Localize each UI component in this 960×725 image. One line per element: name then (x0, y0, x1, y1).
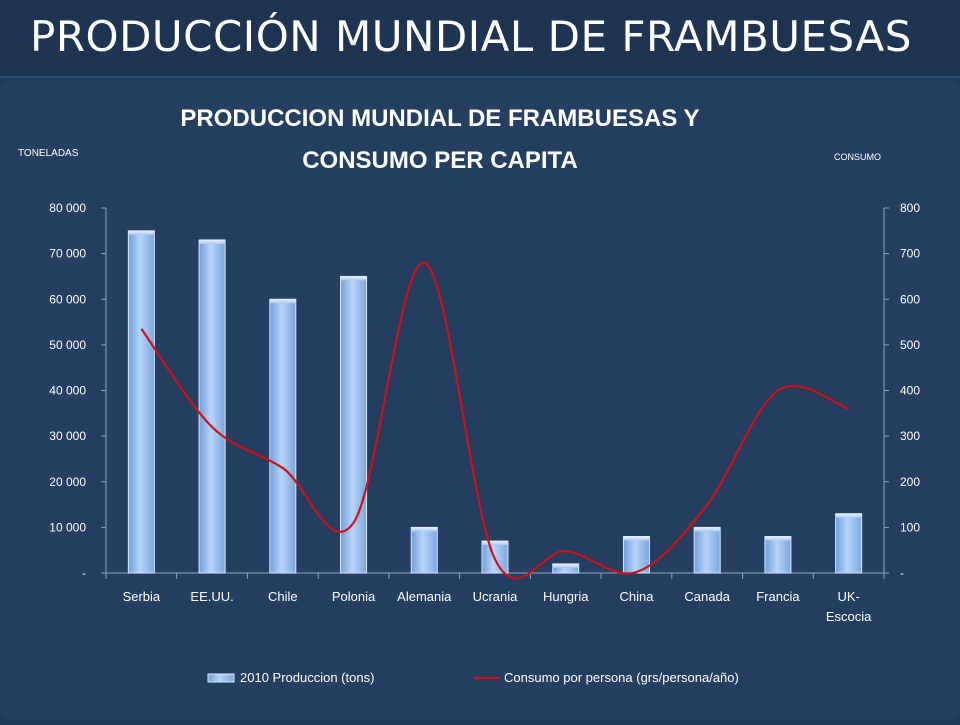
bar (341, 276, 367, 573)
chart-title-line-1: PRODUCCION MUNDIAL DE FRAMBUESAS Y (180, 105, 699, 132)
legend-line-label: Consumo por persona (grs/persona/año) (504, 670, 739, 685)
bar (270, 299, 296, 573)
bar-cap (553, 564, 579, 568)
bar-cap (411, 527, 437, 531)
legend-bar-swatch (208, 674, 234, 682)
bar-cap (623, 537, 649, 541)
right-axis-tick-label: 600 (900, 292, 920, 306)
right-axis-tick-label: 800 (900, 201, 920, 215)
legend: 2010 Produccion (tons) Consumo por person… (208, 670, 739, 685)
x-axis-tick-label: Hungria (543, 589, 589, 604)
bar-cap (694, 527, 720, 531)
right-axis-label: CONSUMO (834, 152, 881, 162)
slide-title: PRODUCCIÓN MUNDIAL DE FRAMBUESAS (30, 12, 912, 61)
right-axis-tick-label: 500 (900, 338, 920, 352)
x-axis-tick-label: Escocia (826, 609, 872, 624)
bar-cap (836, 514, 862, 518)
bar-cap (765, 537, 791, 541)
x-axis-tick-label: Serbia (123, 589, 161, 604)
x-axis-tick-label: UK- (837, 589, 859, 604)
left-axis-tick-label: - (82, 566, 86, 580)
left-axis-tick-label: 80 000 (49, 201, 86, 215)
right-axis-tick-label: - (900, 566, 904, 580)
bar-cap (341, 276, 367, 280)
plot-area: - 10 000 20 000 30 000 40 000 50 000 60 000 70 … (49, 201, 920, 624)
left-axis-label: TONELADAS (18, 148, 79, 159)
right-axis-tick-label: 100 (900, 520, 920, 534)
consumption-line (141, 263, 848, 579)
chart-panel: PRODUCCION MUNDIAL DE FRAMBUESAS Y CONSU… (0, 80, 960, 720)
bar (765, 537, 791, 574)
bar (694, 527, 720, 573)
bar-cap (270, 299, 296, 303)
left-axis-tick-label: 70 000 (49, 247, 86, 261)
left-axis-tick-label: 40 000 (49, 384, 86, 398)
bar (411, 527, 437, 573)
x-axis-tick-label: China (619, 589, 654, 604)
chart-title-line-2: CONSUMO PER CAPITA (302, 147, 578, 174)
bar (199, 240, 225, 573)
bar-cap (128, 231, 154, 235)
x-axis-tick-label: Chile (268, 589, 298, 604)
bar (128, 231, 154, 573)
x-axis-tick-label: EE.UU. (190, 589, 233, 604)
left-axis-tick-label: 30 000 (49, 429, 86, 443)
left-axis-tick-label: 10 000 (49, 520, 86, 534)
left-axis-tick-label: 50 000 (49, 338, 86, 352)
x-axis-tick-label: Ucrania (473, 589, 519, 604)
left-axis-tick-label: 60 000 (49, 292, 86, 306)
right-axis-tick-label: 400 (900, 384, 920, 398)
bar (836, 514, 862, 573)
x-axis-tick-label: Francia (756, 589, 800, 604)
right-axis-tick-label: 300 (900, 429, 920, 443)
legend-bar-label: 2010 Produccion (tons) (240, 670, 374, 685)
x-axis-tick-label: Alemania (397, 589, 452, 604)
bar-cap (199, 240, 225, 244)
chart: PRODUCCION MUNDIAL DE FRAMBUESAS Y CONSU… (0, 80, 960, 720)
left-axis-tick-label: 20 000 (49, 475, 86, 489)
right-axis-tick-label: 200 (900, 475, 920, 489)
x-axis-tick-label: Canada (684, 589, 730, 604)
slide-header: PRODUCCIÓN MUNDIAL DE FRAMBUESAS (0, 0, 960, 78)
right-axis-tick-label: 700 (900, 247, 920, 261)
bar-cap (482, 541, 508, 545)
x-axis-tick-label: Polonia (332, 589, 376, 604)
